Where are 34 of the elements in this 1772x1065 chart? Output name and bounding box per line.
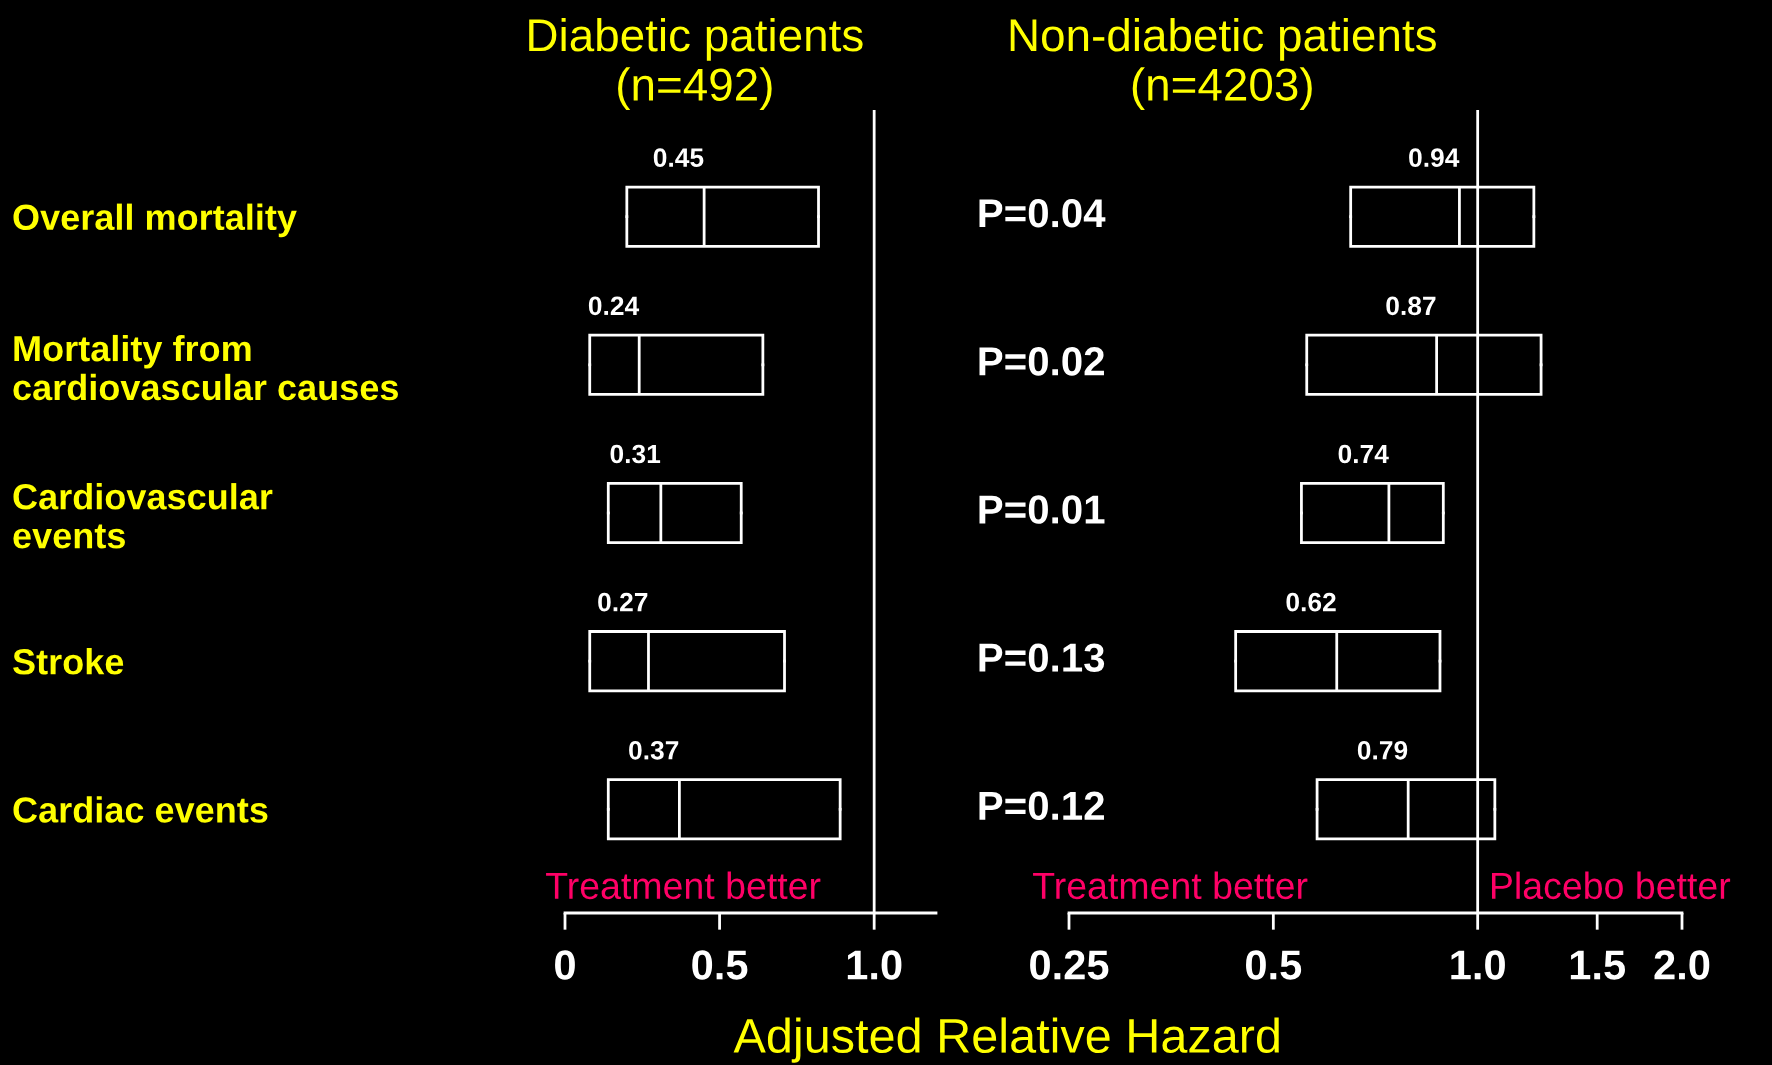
y-tick-label: Cardiac events — [13, 796, 268, 823]
text: 0.62 — [1286, 592, 1336, 612]
x-axis-title: Adjusted Relative Hazard — [733, 1017, 1279, 1063]
text: 0.37 — [629, 740, 679, 760]
text: 0.31 — [610, 444, 661, 464]
chart-title: Non-diabetic patients (n=4203) — [1010, 17, 1436, 110]
y-tick-label: Mortality from cardiovascular causes — [13, 334, 398, 401]
x-tick-label: 2.0 — [1654, 950, 1710, 980]
annotation: P=0.04 — [979, 198, 1106, 228]
text: 0.24 — [588, 296, 640, 316]
text: 0.45 — [653, 148, 704, 168]
annotation: P=0.02 — [979, 347, 1104, 376]
annotation: P=0.12 — [979, 791, 1104, 821]
annotation: Treatment better — [1033, 871, 1308, 900]
text: 0.94 — [1409, 148, 1460, 168]
y-tick-label: Stroke — [13, 648, 124, 675]
annotation: P=0.13 — [979, 643, 1105, 673]
x-tick-label: 1.0 — [847, 950, 902, 980]
chart-title: Diabetic patients (n=492) — [529, 17, 863, 110]
y-tick-label: Overall mortality — [13, 203, 297, 238]
x-tick-label: 1.0 — [1451, 950, 1505, 980]
text: 0.27 — [598, 592, 648, 612]
text: 0.79 — [1357, 740, 1408, 760]
x-tick-label: 0.5 — [1246, 950, 1302, 980]
x-tick-label: 1.5 — [1570, 950, 1625, 980]
y-tick-label: Cardiovascular events — [13, 483, 273, 549]
x-tick-label: 0.25 — [1030, 950, 1109, 980]
annotation: P=0.01 — [979, 495, 1105, 524]
annotation: Treatment better — [546, 871, 821, 900]
text: 0.87 — [1386, 296, 1436, 316]
x-tick-label: 0 — [555, 950, 575, 980]
text: 0.74 — [1338, 444, 1389, 464]
annotation: Placebo better — [1491, 871, 1731, 900]
x-tick-label: 0.5 — [692, 950, 748, 980]
